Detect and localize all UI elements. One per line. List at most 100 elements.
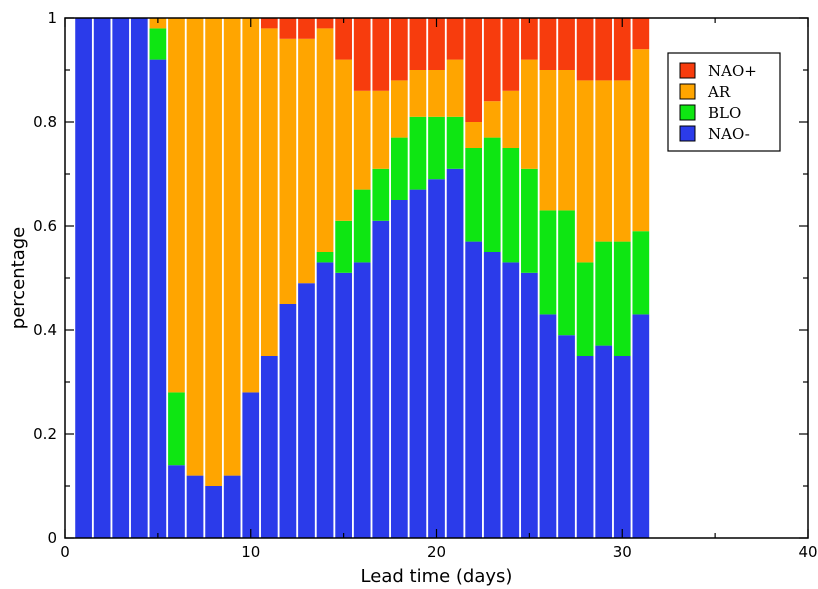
bar-segment-ar-25: [521, 59, 538, 169]
x-tick-label: 30: [613, 543, 632, 561]
bar-segment-nao-11: [260, 356, 278, 538]
bar-segment-ar-15: [335, 59, 352, 221]
bar-segment-nao-1: [75, 18, 92, 538]
bar-segment-nao-31: [632, 314, 650, 538]
bar-segment-blo-28: [576, 262, 594, 356]
bar-segment-nao-12: [279, 18, 297, 39]
bar-segment-blo-26: [539, 210, 557, 315]
bar-day-11: [260, 18, 278, 538]
bar-segment-blo-20: [428, 116, 445, 180]
bar-segment-nao-10: [242, 392, 260, 538]
bar-segment-nao-11: [260, 18, 278, 29]
bar-day-24: [502, 18, 520, 538]
bar-day-12: [279, 18, 297, 538]
bar-segment-ar-11: [260, 28, 278, 357]
bar-day-1: [75, 18, 92, 538]
y-tick-label: 0: [47, 529, 57, 547]
bar-segment-blo-5: [149, 28, 167, 60]
bar-segment-ar-18: [390, 80, 408, 138]
bar-day-14: [316, 18, 334, 538]
bar-segment-nao-19: [409, 18, 427, 70]
bar-day-20: [428, 18, 445, 538]
bar-segment-nao-26: [539, 314, 557, 538]
bar-segment-ar-23: [483, 101, 501, 138]
bar-segment-ar-5: [149, 18, 167, 29]
bar-segment-blo-31: [632, 231, 650, 315]
bar-segment-blo-30: [613, 241, 631, 356]
bar-segment-nao-17: [372, 220, 390, 539]
bar-segment-ar-17: [372, 90, 390, 169]
bar-segment-blo-15: [335, 220, 352, 273]
bar-segment-nao-23: [483, 18, 501, 102]
bar-segment-nao-12: [279, 304, 297, 538]
bar-segment-nao-23: [483, 252, 501, 538]
bar-segment-ar-13: [298, 38, 315, 284]
bar-segment-ar-10: [242, 18, 260, 393]
bar-segment-ar-31: [632, 49, 650, 232]
bar-day-16: [353, 18, 371, 538]
legend-label: NAO+: [708, 62, 757, 80]
bar-segment-nao-28: [576, 356, 594, 538]
bar-day-3: [112, 18, 130, 538]
bar-day-5: [149, 18, 167, 538]
legend-swatch: [679, 62, 696, 79]
bar-segment-ar-16: [353, 90, 371, 190]
bar-segment-nao-30: [613, 18, 631, 81]
bar-segment-nao-28: [576, 18, 594, 81]
bar-segment-ar-29: [595, 80, 613, 242]
x-tick-label: 20: [427, 543, 446, 561]
bar-segment-nao-18: [390, 18, 408, 81]
bar-segment-nao-18: [390, 200, 408, 538]
bar-day-22: [465, 18, 483, 538]
bar-segment-blo-24: [502, 148, 520, 263]
legend-swatch: [679, 125, 696, 142]
bar-segment-blo-14: [316, 252, 334, 263]
bar-segment-nao-25: [521, 272, 538, 538]
bar-segment-ar-26: [539, 70, 557, 211]
legend-label: BLO: [708, 104, 741, 122]
bar-segment-nao-9: [223, 475, 241, 538]
bar-day-23: [483, 18, 501, 538]
bar-segment-ar-24: [502, 90, 520, 148]
bar-segment-ar-19: [409, 70, 427, 117]
bar-segment-nao-26: [539, 18, 557, 70]
bar-segment-nao-3: [112, 18, 130, 538]
bar-day-25: [521, 18, 538, 538]
y-tick-label: 0.2: [33, 425, 57, 443]
bar-segment-blo-6: [168, 392, 185, 466]
legend-label: NAO-: [708, 125, 750, 143]
bar-segment-ar-21: [446, 59, 464, 117]
bar-day-27: [558, 18, 575, 538]
bar-segment-nao-24: [502, 262, 520, 538]
bar-segment-nao-4: [130, 18, 148, 538]
bar-segment-blo-22: [465, 148, 483, 242]
legend-swatch: [679, 83, 696, 100]
bar-day-8: [205, 18, 222, 538]
bar-segment-nao-6: [168, 465, 185, 538]
bar-segment-nao-29: [595, 345, 613, 538]
bar-segment-ar-27: [558, 70, 575, 211]
legend-label: AR: [707, 83, 731, 101]
bar-segment-blo-21: [446, 116, 464, 169]
bar-segment-nao-22: [465, 241, 483, 538]
ticks-layer: 0 10 20 30 40 0 0.2 0.4 0.6 0.8 1: [33, 9, 817, 561]
legend: NAO+ AR BLO NAO-: [667, 52, 781, 152]
bar-segment-ar-8: [205, 18, 222, 486]
bar-day-29: [595, 18, 613, 538]
bar-segment-nao-14: [316, 262, 334, 538]
bar-day-9: [223, 18, 241, 538]
bar-day-30: [613, 18, 631, 538]
x-axis-title: Lead time (days): [361, 566, 513, 587]
x-tick-label: 10: [241, 543, 260, 561]
bar-segment-nao-15: [335, 272, 352, 538]
bar-day-18: [390, 18, 408, 538]
bar-segment-blo-27: [558, 210, 575, 336]
bars-layer: [75, 18, 650, 539]
y-tick-label: 1: [47, 9, 57, 27]
bar-segment-blo-29: [595, 241, 613, 346]
bar-segment-blo-23: [483, 137, 501, 252]
bar-day-17: [372, 18, 390, 539]
bar-segment-nao-13: [298, 18, 315, 39]
bar-segment-nao-2: [93, 18, 111, 538]
